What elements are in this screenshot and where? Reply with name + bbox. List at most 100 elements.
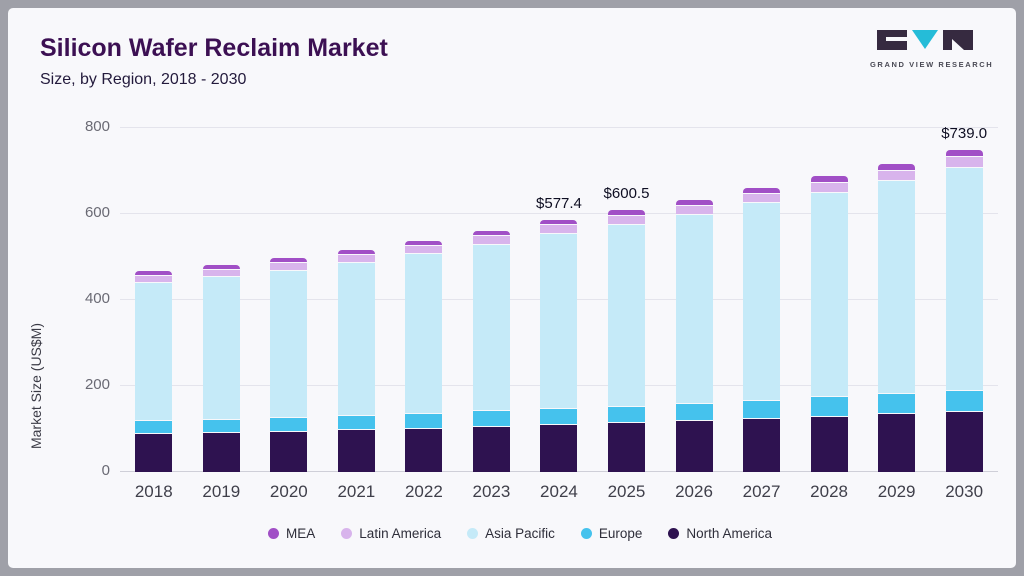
bar-segment-2027-mea <box>743 187 781 193</box>
bar-segment-2028-mea <box>810 176 848 182</box>
x-tick-label-2018: 2018 <box>134 482 173 501</box>
bar-2024 <box>540 219 578 472</box>
bar-segment-2025-europe <box>607 406 645 423</box>
bar-segment-2021-mea <box>337 250 375 254</box>
y-tick-label: 400 <box>84 290 110 307</box>
bar-segment-2030-latin-america <box>945 157 983 167</box>
bar-segment-2028-north-america <box>810 416 848 472</box>
bar-segment-2025-mea <box>607 209 645 215</box>
plot-area: 0 200 400 600 800 $577.4 $600.5 $739.0 <box>85 118 998 479</box>
x-tick-label-2020: 2020 <box>269 482 308 501</box>
x-tick-label-2023: 2023 <box>472 482 511 501</box>
legend-label: North America <box>686 526 772 541</box>
bar-segment-2029-europe <box>878 394 916 414</box>
bar-segment-2030-europe <box>945 390 983 411</box>
bar-slot-2021 <box>323 128 391 472</box>
grand-view-research-logo: GRAND VIEW RESEARCH <box>870 28 994 69</box>
y-tick-label: 0 <box>101 462 110 479</box>
x-tick-label-2022: 2022 <box>404 482 443 501</box>
bar-slot-2029 <box>863 128 931 472</box>
report-card: Silicon Wafer Reclaim Market Size, by Re… <box>8 8 1016 568</box>
bar-segment-2024-north-america <box>540 425 578 472</box>
x-tick-label-2024: 2024 <box>540 482 578 501</box>
value-label-2025: $600.5 <box>603 184 650 202</box>
bar-segment-2018-europe <box>135 421 173 434</box>
gvr-logo-text: GRAND VIEW RESEARCH <box>870 60 994 69</box>
bar-slot-2026 <box>660 128 728 472</box>
bar-segment-2024-latin-america <box>540 225 578 233</box>
bar-segment-2027-north-america <box>743 419 781 472</box>
bar-segment-2023-asia-pacific <box>472 244 510 411</box>
gridline-600: 600 <box>85 204 998 221</box>
bar-2023 <box>472 231 510 472</box>
x-tick-label-2029: 2029 <box>877 482 916 501</box>
bar-segment-2028-latin-america <box>810 182 848 192</box>
bar-segment-2018-latin-america <box>135 275 173 282</box>
y-tick-label: 200 <box>84 376 110 393</box>
bar-segment-2026-mea <box>675 199 713 205</box>
bar-segment-2029-latin-america <box>878 170 916 181</box>
bar-2026 <box>675 199 713 472</box>
bar-segment-2025-north-america <box>607 423 645 472</box>
bar-segment-2021-asia-pacific <box>337 262 375 415</box>
y-tick-label: 600 <box>84 204 110 221</box>
bar-segment-2021-latin-america <box>337 254 375 262</box>
bar-segment-2018-mea <box>135 271 173 275</box>
bar-segment-2027-latin-america <box>743 193 781 203</box>
bar-segment-2020-europe <box>270 418 308 432</box>
bar-segment-2027-asia-pacific <box>743 203 781 400</box>
bar-segment-2029-mea <box>878 164 916 170</box>
legend-item-mea: MEA <box>268 526 315 541</box>
legend-label: Asia Pacific <box>485 526 555 541</box>
bar-segment-2018-asia-pacific <box>135 282 173 421</box>
bar-segment-2022-asia-pacific <box>405 253 443 413</box>
bar-segment-2026-north-america <box>675 421 713 472</box>
x-tick-label-2030: 2030 <box>945 482 984 501</box>
x-tick-label-2019: 2019 <box>202 482 241 501</box>
bar-segment-2027-europe <box>743 400 781 419</box>
bar-segment-2025-asia-pacific <box>607 224 645 406</box>
bar-2025 <box>607 209 645 472</box>
bar-segment-2019-north-america <box>202 433 240 472</box>
legend-item-europe: Europe <box>580 526 642 541</box>
bar-slot-2025: $600.5 <box>593 128 661 472</box>
bar-slot-2028 <box>795 128 863 472</box>
legend-dot <box>341 528 353 539</box>
value-label-2024: $577.4 <box>536 194 582 212</box>
gvr-logo-icon <box>877 30 973 50</box>
bar-2030 <box>945 150 983 472</box>
bar-segment-2022-europe <box>405 413 443 428</box>
bar-segment-2026-latin-america <box>675 205 713 215</box>
bar-segment-2019-mea <box>202 265 240 269</box>
bar-segment-2023-mea <box>472 231 510 236</box>
bar-segment-2024-mea <box>540 219 578 225</box>
y-axis-title: Market Size (US$M) <box>28 322 44 450</box>
bar-segment-2023-north-america <box>472 426 510 472</box>
bar-segment-2020-asia-pacific <box>270 270 308 418</box>
bar-slot-2024: $577.4 <box>525 128 593 472</box>
bar-slot-2019 <box>188 128 256 472</box>
bar-2029 <box>878 164 916 472</box>
bar-slot-2027 <box>728 128 796 472</box>
gridline-800: 800 <box>85 118 998 135</box>
value-label-2030: $739.0 <box>941 125 988 143</box>
x-tick-label-2027: 2027 <box>742 482 781 501</box>
x-tick-label-2025: 2025 <box>607 482 646 501</box>
bar-segment-2024-europe <box>540 409 578 425</box>
bar-segment-2028-asia-pacific <box>810 192 848 397</box>
legend-item-latin-america: Latin America <box>341 526 441 541</box>
bar-2027 <box>743 187 781 472</box>
stacked-bar-chart: Market Size (US$M) 0 200 400 600 800 $577.4 $6… <box>8 108 1016 548</box>
bar-segment-2030-asia-pacific <box>945 167 983 390</box>
page-title: Silicon Wafer Reclaim Market <box>40 34 388 62</box>
bar-segment-2019-asia-pacific <box>202 276 240 419</box>
legend-item-north-america: North America <box>668 526 772 541</box>
bar-segment-2019-europe <box>202 419 240 433</box>
bar-segment-2020-north-america <box>270 432 308 472</box>
chart-legend: MEA Latin America Asia Pacific Europe North … <box>8 526 1016 541</box>
bar-segment-2022-latin-america <box>405 245 443 253</box>
x-tick-label-2028: 2028 <box>810 482 848 501</box>
legend-item-asia-pacific: Asia Pacific <box>467 526 555 541</box>
legend-dot <box>268 528 280 539</box>
